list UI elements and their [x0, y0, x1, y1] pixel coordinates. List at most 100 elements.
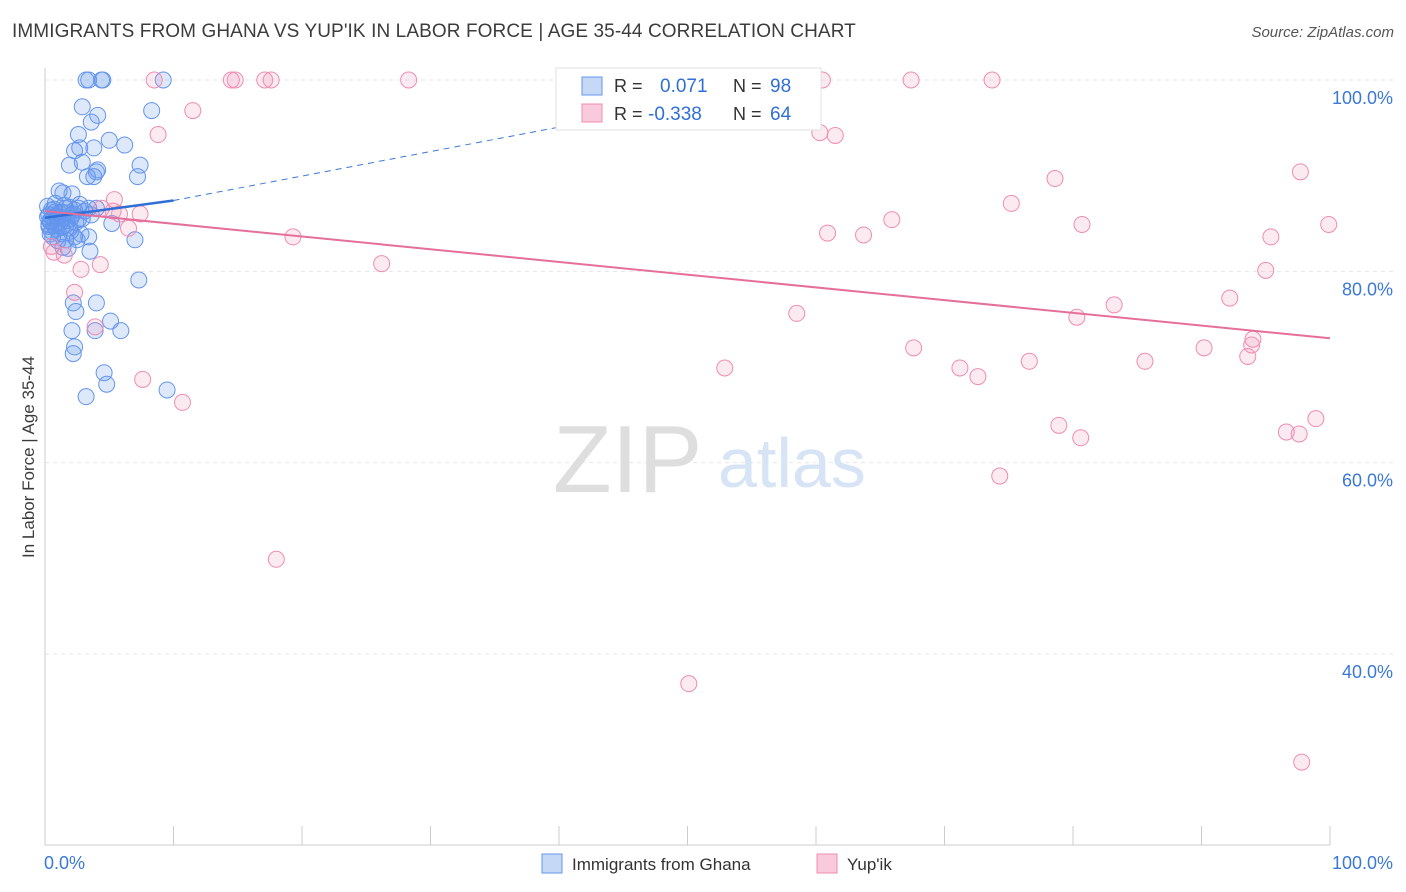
ghana-point [85, 168, 103, 186]
yupik-point [1307, 410, 1325, 428]
yupik-point [1050, 416, 1068, 434]
yupik-point [1262, 228, 1280, 246]
stats-legend-box: R = 0.071 N = 98 R = -0.338 N = 64 [555, 67, 822, 131]
y-tick-label: 40.0% [1342, 662, 1393, 682]
yupik-point [1277, 423, 1295, 441]
yupik-point [145, 71, 163, 89]
yupik-point [1243, 336, 1261, 354]
n-label-yupik: N = [733, 104, 762, 124]
data-points [39, 71, 1338, 771]
y-axis-label: In Labor Force | Age 35-44 [19, 356, 38, 558]
ghana-point [68, 231, 86, 249]
yupik-point [1073, 215, 1091, 233]
yupik-point [1320, 215, 1338, 233]
legend-label-ghana: Immigrants from Ghana [572, 855, 751, 874]
yupik-point [902, 71, 920, 89]
x-tick-label: 0.0% [44, 853, 85, 873]
yupik-point [373, 255, 391, 273]
yupik-point [120, 219, 138, 237]
yupik-point [91, 256, 109, 274]
yupik-point [1257, 261, 1275, 279]
ghana-point [87, 163, 105, 181]
yupik-point [1195, 339, 1213, 357]
y-tick-label: 100.0% [1332, 88, 1393, 108]
r-value-ghana: 0.071 [660, 76, 708, 97]
yupik-point [826, 126, 844, 144]
watermark: ZIP atlas [553, 406, 866, 513]
ghana-point [85, 139, 103, 157]
ghana-point [64, 345, 82, 363]
yupik-point [716, 359, 734, 377]
ghana-point [143, 102, 161, 120]
ghana-point [71, 139, 89, 157]
yupik-point [184, 102, 202, 120]
r-label-ghana: R = [614, 76, 643, 96]
watermark-atlas: atlas [718, 424, 866, 502]
yupik-point [1020, 352, 1038, 370]
yupik-point [72, 260, 90, 278]
yupik-point [1221, 289, 1239, 307]
ghana-point [129, 168, 147, 186]
ghana-point [100, 131, 118, 149]
ghana-point [63, 322, 81, 340]
yupik-point [1293, 753, 1311, 771]
bottom-legend: Immigrants from Ghana Yup'ik [541, 853, 892, 874]
r-value-yupik: -0.338 [648, 104, 702, 125]
yupik-point [256, 71, 274, 89]
yupik-point [1072, 429, 1090, 447]
ghana-point [66, 338, 84, 356]
yupik-point [1290, 425, 1308, 443]
ghana-point [98, 375, 116, 393]
yupik-point [855, 226, 873, 244]
yupik-point [226, 71, 244, 89]
yupik-trend-line [44, 210, 1331, 340]
yupik-point [42, 237, 60, 255]
yupik-point [1046, 170, 1064, 188]
yupik-point [951, 359, 969, 377]
ghana-point [87, 294, 105, 312]
yupik-point [788, 304, 806, 322]
ghana-point [78, 168, 96, 186]
yupik-point [1002, 194, 1020, 212]
ghana-point [73, 98, 91, 116]
n-label-ghana: N = [733, 76, 762, 96]
ghana-point [154, 71, 172, 89]
yupik-point [1239, 347, 1257, 365]
y-tick-label: 60.0% [1342, 471, 1393, 491]
ghana-point [69, 126, 87, 144]
ghana-point [82, 113, 100, 131]
yupik-point [149, 126, 167, 144]
source-label: Source: ZipAtlas.com [1251, 24, 1394, 41]
ghana-point [60, 156, 78, 174]
yupik-point [267, 550, 285, 568]
yupik-point [991, 467, 1009, 485]
ghana-point [77, 388, 95, 406]
legend-swatch-yupik [581, 103, 603, 123]
yupik-point [883, 211, 901, 229]
ghana-trend-line [44, 199, 174, 219]
yupik-point [222, 71, 240, 89]
ghana-point [86, 322, 104, 340]
ghana-point [57, 216, 75, 234]
ghana-point [80, 71, 98, 89]
yupik-point [1068, 308, 1086, 326]
yupik-point [400, 71, 418, 89]
yupik-point [1105, 296, 1123, 314]
yupik-point [905, 339, 923, 357]
ghana-point [94, 71, 112, 89]
yupik-point [680, 675, 698, 693]
x-tick-label: 100.0% [1332, 853, 1393, 873]
yupik-point [819, 224, 837, 242]
axes [44, 68, 1331, 846]
yupik-point [262, 71, 280, 89]
ghana-point [112, 322, 130, 340]
y-tick-label: 80.0% [1342, 279, 1393, 299]
legend-swatch-yupik-bottom [816, 853, 838, 874]
n-value-ghana: 98 [770, 76, 791, 97]
r-label-yupik: R = [614, 104, 643, 124]
ghana-point [89, 106, 107, 124]
legend-label-yupik: Yup'ik [847, 855, 892, 874]
trend-lines [44, 77, 1331, 340]
watermark-zip: ZIP [553, 406, 702, 513]
yupik-point [969, 368, 987, 386]
